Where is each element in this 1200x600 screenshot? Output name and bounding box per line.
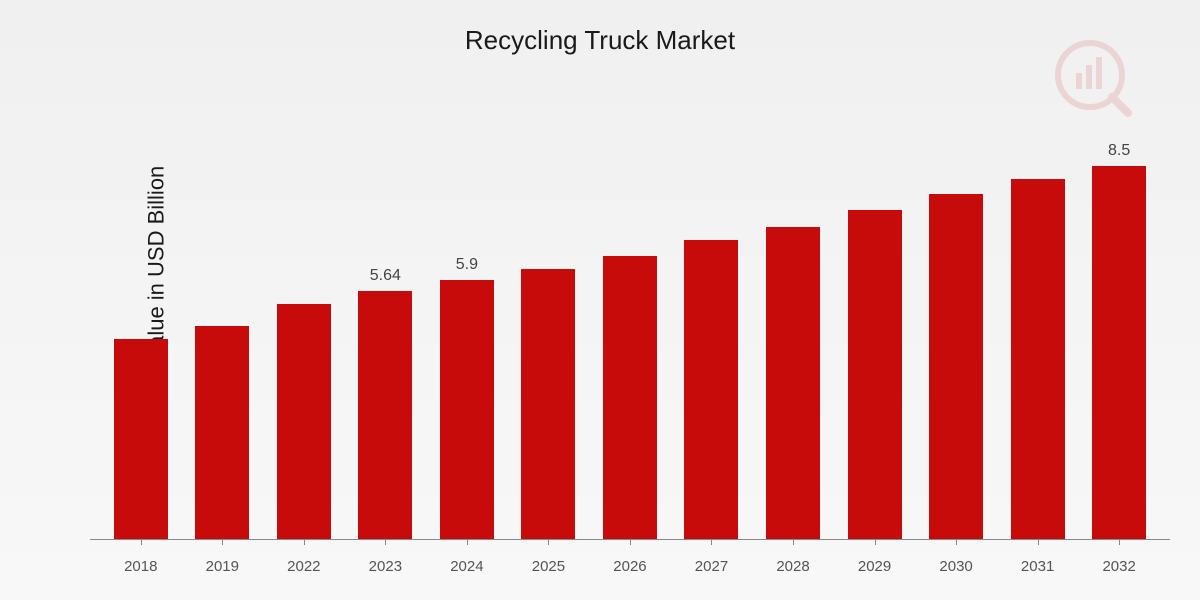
x-tick <box>1119 539 1120 545</box>
x-axis-label: 2026 <box>589 558 671 575</box>
x-axis-label: 2030 <box>915 558 997 575</box>
x-tick <box>711 539 712 545</box>
bar-group <box>752 100 834 539</box>
plot-area: 5.64 5.9 8.5 <box>90 100 1170 540</box>
bar <box>766 227 820 539</box>
bar-group <box>997 100 1079 539</box>
bar-group <box>915 100 997 539</box>
bar-value-label: 5.9 <box>456 256 478 274</box>
x-tick <box>304 539 305 545</box>
x-axis-label: 2029 <box>834 558 916 575</box>
bar <box>848 210 902 539</box>
x-axis-label: 2019 <box>182 558 264 575</box>
x-tick <box>793 539 794 545</box>
bar-group <box>182 100 264 539</box>
bar-value-label: 5.64 <box>370 267 401 285</box>
x-axis-label: 2024 <box>426 558 508 575</box>
bar-group <box>589 100 671 539</box>
bar-group: 5.9 <box>426 100 508 539</box>
x-tick <box>385 539 386 545</box>
x-axis-label: 2031 <box>997 558 1079 575</box>
x-axis-label: 2032 <box>1078 558 1160 575</box>
x-axis-labels: 2018201920222023202420252026202720282029… <box>90 558 1170 575</box>
chart-title: Recycling Truck Market <box>465 25 735 56</box>
x-axis-label: 2028 <box>752 558 834 575</box>
bar <box>440 280 494 539</box>
bar <box>195 326 249 539</box>
bar <box>114 339 168 539</box>
chart-container: Recycling Truck Market Market Value in U… <box>0 0 1200 600</box>
bar <box>277 304 331 539</box>
bar-group <box>671 100 753 539</box>
x-axis-label: 2023 <box>345 558 427 575</box>
bar-value-label: 8.5 <box>1108 142 1130 160</box>
x-axis-label: 2025 <box>508 558 590 575</box>
x-tick <box>467 539 468 545</box>
bar <box>521 269 575 539</box>
bar <box>1092 166 1146 539</box>
bar <box>1011 179 1065 539</box>
x-tick <box>630 539 631 545</box>
bar-group: 8.5 <box>1078 100 1160 539</box>
x-tick <box>548 539 549 545</box>
bar-group: 5.64 <box>345 100 427 539</box>
x-tick <box>222 539 223 545</box>
bar-group <box>263 100 345 539</box>
bar-group <box>508 100 590 539</box>
bars-container: 5.64 5.9 8.5 <box>90 100 1170 539</box>
bar-group <box>834 100 916 539</box>
x-tick <box>875 539 876 545</box>
bar <box>603 256 657 539</box>
bar <box>358 291 412 539</box>
x-tick <box>1038 539 1039 545</box>
bar <box>684 240 738 539</box>
x-tick <box>141 539 142 545</box>
x-axis-label: 2022 <box>263 558 345 575</box>
bar <box>929 194 983 539</box>
x-tick <box>956 539 957 545</box>
x-axis-label: 2018 <box>100 558 182 575</box>
bar-group <box>100 100 182 539</box>
x-axis-label: 2027 <box>671 558 753 575</box>
